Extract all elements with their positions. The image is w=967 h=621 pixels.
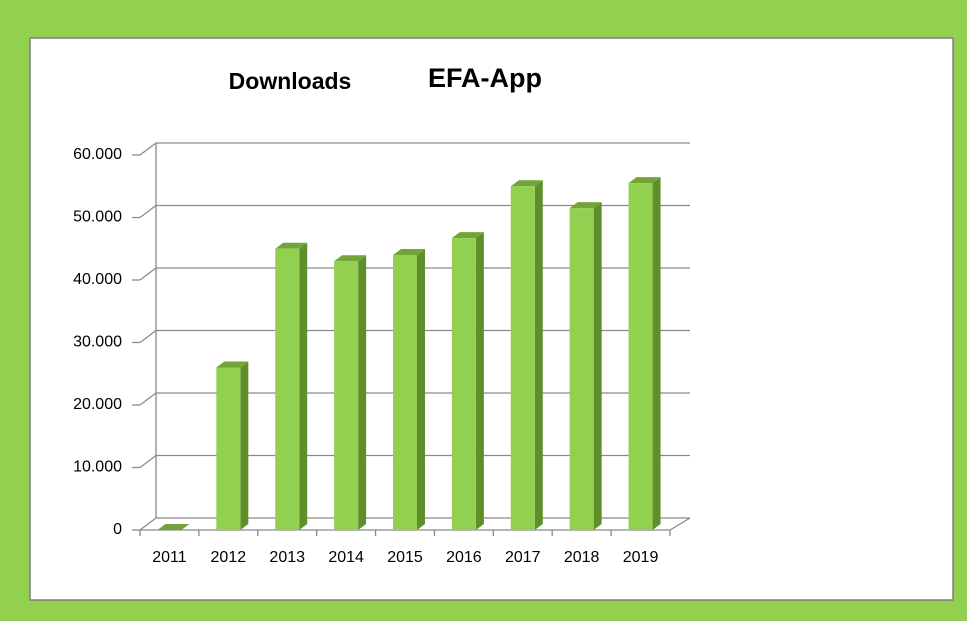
bar-top	[451, 232, 484, 239]
bar	[451, 232, 484, 530]
bar-front	[216, 367, 241, 530]
bar-front	[510, 186, 535, 530]
bar-top	[216, 361, 249, 368]
bar-top	[157, 524, 190, 530]
bar	[569, 202, 602, 530]
y-tick-label: 10.000	[73, 459, 122, 476]
bar	[334, 255, 367, 530]
panel	[29, 37, 954, 601]
bar-top	[393, 249, 425, 255]
y-tick-label: 20.000	[73, 396, 122, 413]
x-tick-label: 2019	[623, 549, 659, 566]
bar-front	[393, 255, 417, 530]
bar-side	[240, 361, 249, 530]
y-tick-label: 50.000	[73, 209, 122, 226]
bar	[628, 177, 661, 530]
bar-side	[593, 202, 602, 530]
bar-front	[451, 238, 476, 530]
bar-top	[334, 255, 367, 262]
chart-subtitle: EFA-App	[428, 63, 542, 93]
bar	[275, 242, 308, 530]
x-tick-label: 2012	[211, 549, 247, 566]
y-tick-label: 0	[113, 521, 122, 538]
x-tick-label: 2011	[152, 549, 187, 566]
bar-front	[334, 261, 359, 530]
y-tick-label: 60.000	[73, 146, 122, 163]
bar-top	[569, 202, 602, 209]
bar-side	[299, 242, 308, 530]
bar-side	[358, 255, 367, 530]
bar-front	[628, 183, 653, 530]
bar-side	[417, 249, 425, 530]
bar	[510, 180, 543, 530]
x-tick-label: 2017	[505, 549, 541, 566]
bar	[393, 249, 425, 530]
y-tick-label: 30.000	[73, 334, 122, 351]
x-tick-label: 2018	[564, 549, 600, 566]
bar	[216, 361, 249, 530]
bar-top	[275, 242, 308, 249]
bar-front	[569, 208, 594, 530]
y-tick-label: 40.000	[73, 271, 122, 288]
x-tick-label: 2014	[328, 549, 364, 566]
bar-front	[275, 248, 300, 530]
x-tick-label: 2013	[269, 549, 305, 566]
bar-top	[510, 180, 543, 187]
bar-side	[652, 177, 661, 530]
chart-title: Downloads	[229, 68, 352, 94]
x-tick-label: 2016	[446, 549, 482, 566]
bar-side	[475, 232, 484, 530]
bar	[157, 524, 190, 530]
bar-side	[534, 180, 543, 530]
bar-top	[628, 177, 661, 184]
x-tick-label: 2015	[387, 549, 423, 566]
grid-line	[139, 142, 690, 156]
